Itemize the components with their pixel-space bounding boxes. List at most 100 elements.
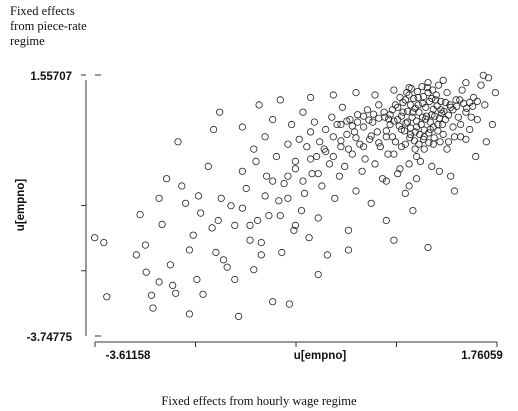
data-point: [142, 268, 150, 276]
data-point: [197, 209, 205, 217]
data-point: [400, 127, 409, 135]
data-point: [147, 291, 156, 299]
y-tick-label-top: 1.55707: [30, 71, 72, 83]
data-point: [412, 117, 421, 125]
data-point: [238, 123, 246, 131]
data-point: [359, 112, 368, 120]
data-point: [291, 221, 299, 229]
data-point: [473, 116, 481, 124]
data-point: [390, 117, 398, 125]
data-point: [406, 124, 415, 132]
data-point: [285, 300, 293, 308]
data-point: [441, 116, 449, 124]
data-point: [314, 270, 322, 279]
data-point: [491, 89, 499, 97]
data-point: [431, 112, 439, 120]
data-point: [155, 194, 163, 202]
y-axis-label: u[empno]: [15, 179, 27, 232]
data-point: [440, 107, 448, 115]
data-point: [425, 139, 433, 147]
axis-ticks: [81, 74, 498, 347]
data-point: [166, 261, 174, 269]
data-point: [414, 93, 422, 102]
data-point: [261, 192, 269, 200]
data-point: [361, 155, 369, 163]
data-point: [462, 135, 470, 143]
data-point: [204, 162, 212, 170]
data-point: [216, 108, 224, 116]
data-point: [403, 118, 412, 126]
data-point: [388, 133, 396, 141]
data-point: [335, 172, 343, 180]
data-point: [269, 177, 277, 185]
data-point: [155, 278, 163, 286]
data-point: [443, 89, 451, 97]
data-point: [252, 157, 260, 165]
data-point: [365, 116, 373, 124]
data-point: [403, 107, 412, 115]
data-point: [479, 71, 487, 79]
data-point: [367, 132, 375, 140]
data-point: [344, 226, 353, 234]
data-point: [246, 236, 254, 244]
data-point: [356, 140, 364, 148]
data-point: [100, 239, 108, 247]
data-point: [254, 216, 262, 225]
data-point: [412, 175, 421, 183]
data-point: [395, 122, 403, 130]
data-point: [344, 145, 353, 153]
data-point: [276, 96, 284, 104]
data-point: [325, 160, 334, 168]
data-point: [250, 145, 258, 153]
data-point: [437, 97, 445, 106]
data-point: [437, 109, 446, 117]
data-point: [419, 99, 427, 108]
data-point: [394, 116, 402, 124]
data-point: [386, 111, 394, 119]
data-point: [439, 76, 447, 84]
data-point: [399, 108, 407, 116]
data-point: [235, 312, 243, 320]
data-point: [329, 152, 337, 161]
data-point: [432, 91, 440, 99]
data-point: [473, 97, 481, 106]
data-point: [297, 207, 306, 215]
data-point: [375, 101, 383, 109]
data-point: [394, 103, 402, 111]
data-point: [411, 128, 419, 136]
data-point: [280, 180, 288, 188]
data-point: [352, 134, 360, 142]
data-point: [384, 150, 392, 158]
data-point: [429, 140, 437, 148]
data-point: [411, 145, 419, 153]
data-point: [415, 108, 423, 116]
data-point: [329, 133, 337, 141]
data-point: [376, 143, 384, 151]
data-point: [450, 133, 459, 141]
data-point: [231, 221, 239, 229]
data-point: [390, 86, 398, 94]
data-point: [482, 138, 490, 146]
data-point: [433, 102, 441, 110]
data-point: [462, 79, 470, 87]
data-point: [287, 120, 296, 129]
data-point: [428, 86, 437, 94]
data-point: [454, 113, 462, 121]
chart-caption: Fixed effects from hourly wage regime: [161, 394, 357, 408]
data-point: [396, 165, 404, 173]
data-point: [238, 204, 246, 212]
data-point: [407, 85, 415, 93]
data-point: [208, 224, 216, 232]
data-point: [441, 98, 449, 107]
data-point: [141, 241, 149, 249]
data-point: [428, 162, 436, 170]
data-point: [172, 289, 180, 297]
data-point: [217, 194, 225, 202]
data-point: [227, 202, 235, 210]
data-point: [371, 160, 379, 168]
data-point: [425, 129, 433, 137]
data-point: [384, 115, 393, 123]
data-point: [401, 189, 409, 197]
x-tick-label-right: 1.76059: [461, 350, 503, 362]
data-point: [419, 135, 428, 143]
